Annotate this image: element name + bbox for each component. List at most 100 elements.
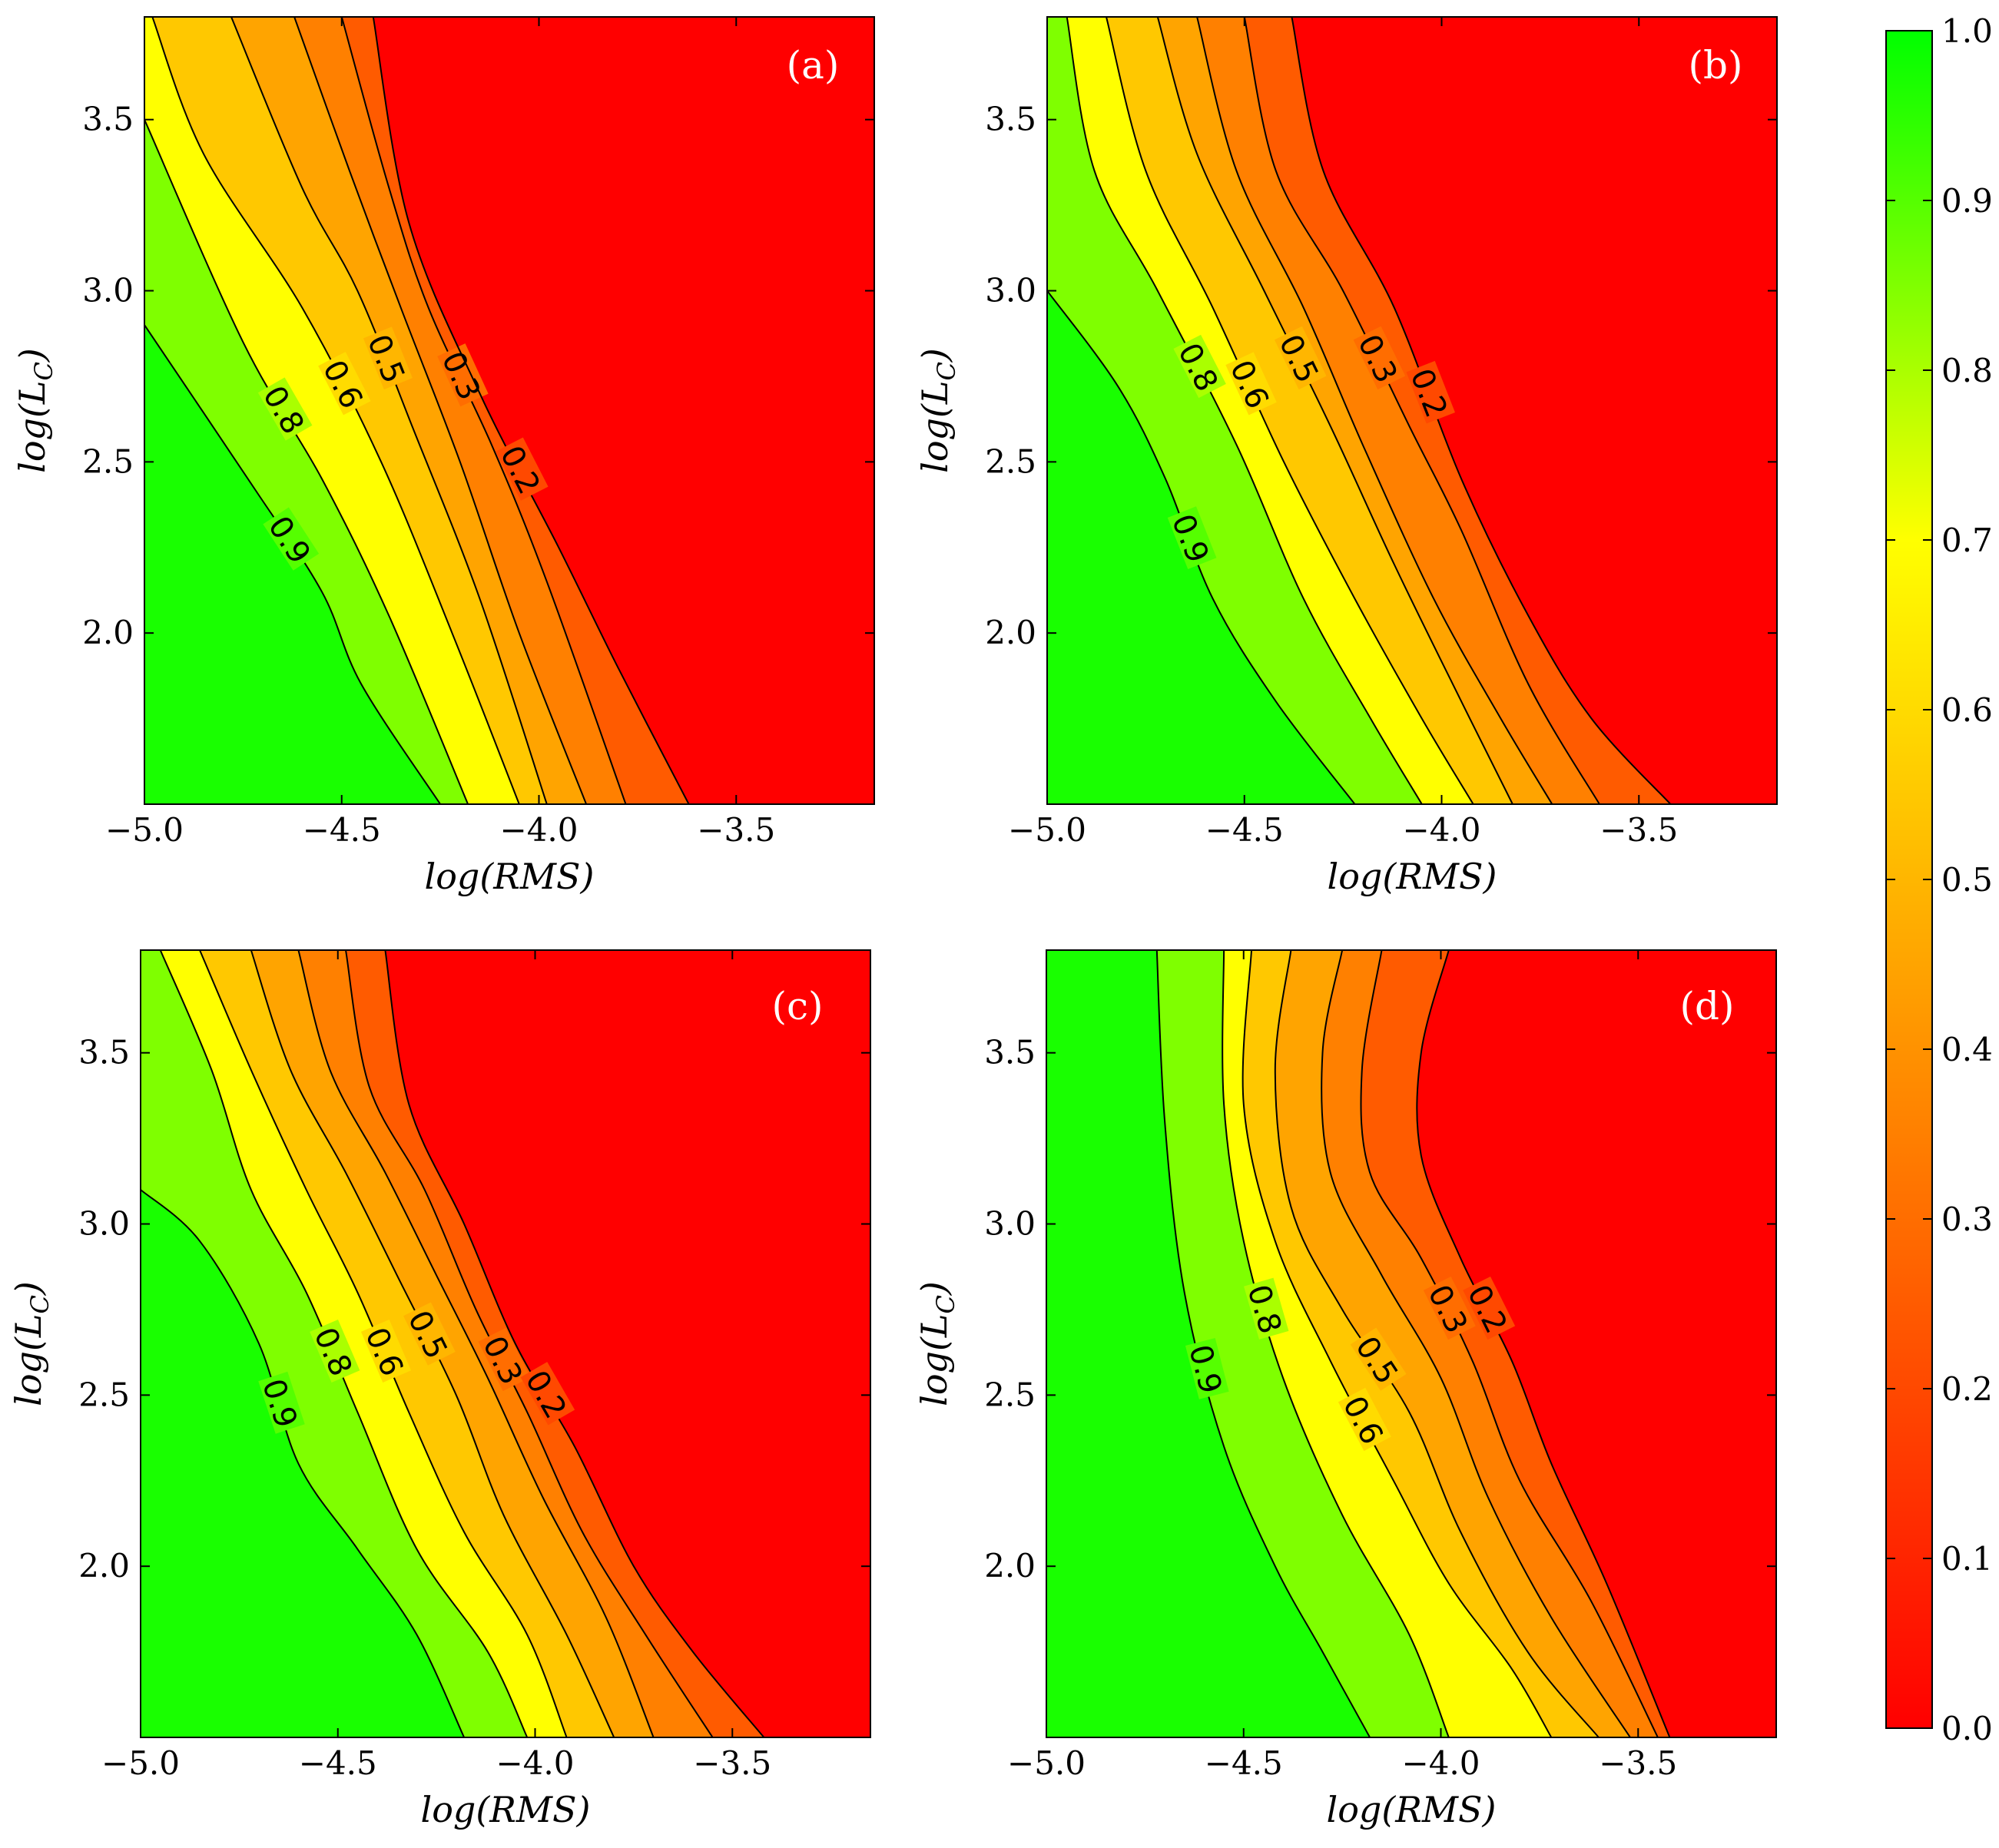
contour-band-0-9 [1047,290,1355,804]
plot-frame [144,16,875,805]
heatmap-field: 0.90.80.60.50.30.2 [1046,950,1776,1737]
panel-b: 0.90.80.60.5 0.30.2 −5.0 −4.5 −4.0 −3.5 2.0 2.5… [914,16,1778,897]
x-tick-label: −4.5 [1205,811,1284,849]
contour-label-bg [257,377,313,441]
contour-label-bg [310,1320,360,1383]
contour-label-bg [1423,1276,1476,1340]
y-axis-label-sub: C [931,1295,960,1313]
y-tick-label: 2.5 [985,442,1036,480]
contour-line-0-8 [1066,17,1423,804]
y-axis-label-var: L [12,381,53,406]
x-tick-label: −4.0 [1403,811,1481,849]
contour-label-bg [258,1371,305,1434]
y-axis-label: log(LC) [913,1281,960,1406]
panel-tag-b: (b) [1688,43,1742,88]
y-axis-label-base: log( [914,403,956,473]
y-tick-label: 2.0 [985,614,1036,651]
colorbar-tick-label: 0.7 [1941,522,1993,559]
colorbar-tick-label: 0.4 [1941,1031,1993,1068]
x-tick-label: −3.5 [1600,811,1678,849]
colorbar-tick-label: 0.6 [1941,691,1993,729]
y-tick-label: 3.5 [78,1034,130,1071]
plot-frame [1046,16,1778,805]
contour-label-bg [1173,334,1226,399]
x-axis-label: log(RMS) [1328,856,1497,897]
panel-tag-d: (d) [1679,984,1734,1028]
contour-line-0-4 [1196,17,1553,804]
x-tick-label: −5.0 [1007,1744,1086,1782]
plot-frame [1046,949,1777,1738]
colorbar-tick-label: 1.0 [1941,12,1993,50]
contour-label-bg [437,343,489,407]
y-axis-label-var: L [8,1314,49,1339]
contour-label-bg [263,507,320,571]
colorbar-tick-label: 0.5 [1941,861,1993,899]
x-axis-label: log(RMS) [1327,1789,1497,1830]
x-axis-label: log(RMS) [421,1789,591,1830]
colorbar-tick-label: 0.3 [1941,1201,1993,1238]
y-tick-label: 3.0 [984,1205,1036,1243]
y-tick-label: 2.5 [984,1376,1036,1413]
contour-band-0-9 [141,1190,465,1737]
y-axis-label-base: log( [12,403,53,473]
contour-line-0-8 [144,119,469,804]
y-tick-label: 3.5 [985,101,1036,138]
y-tick-label: 3.0 [78,1205,130,1243]
x-axis-label: log(RMS) [425,856,595,897]
y-tick-label: 2.5 [82,442,134,480]
y-axis-label-sub: C [29,362,58,380]
y-axis-label: log(LC) [12,348,58,473]
panel-tag-a: (a) [787,43,840,88]
x-tick-label: −4.5 [1205,1744,1283,1782]
y-axis-label-var: L [913,1314,955,1339]
y-tick-label: 2.0 [78,1547,130,1585]
contour-label-bg [1274,326,1327,390]
contour-label-bg [1244,1277,1289,1340]
y-tick-label: 3.5 [82,101,134,138]
colorbar-tick-label: 0.8 [1941,352,1993,389]
contour-line-0-4 [293,17,588,804]
contour-label-bg [360,1320,412,1383]
contour-line-0-9 [144,324,441,804]
contour-label-bg [496,437,549,501]
contour-line-0-5 [1156,17,1513,804]
x-tick-label: −4.5 [303,811,381,849]
contour-label-bg [1350,1327,1407,1391]
contour-line-0-2 [1291,17,1672,804]
y-axis-label-close: ) [913,1281,955,1296]
y-axis-label-base: log( [8,1336,49,1406]
y-tick-label: 2.0 [984,1547,1036,1585]
contour-line-0-8 [1222,950,1450,1737]
y-axis-label-var: L [914,381,956,406]
contour-line-0-6 [1106,17,1474,804]
contour-line-0-4 [297,950,655,1737]
x-tick-label: −4.0 [1402,1744,1480,1782]
x-tick-label: −5.0 [101,1744,180,1782]
x-tick-label: −4.5 [299,1744,377,1782]
plot-area: 0.90.80.60.50.30.2 −5.0 −4.5 −4.0 −3.5 2.0 2.5… [913,949,1777,1830]
y-axis-label: log(LC) [914,348,961,473]
contour-label-bg [1406,360,1455,424]
contour-line-0-9 [141,1189,466,1737]
plot-frame [140,949,871,1738]
colorbar-ticks: 0.0 0.1 0.2 0.3 0.4 0.5 0.6 0.7 0.8 0.9 1.0 [1886,12,1993,1747]
contour-label-bg [520,1362,575,1426]
colorbar-tick-label: 0.1 [1941,1540,1993,1578]
contour-band-0-9 [1046,950,1371,1737]
x-tick-label: −3.5 [1599,1744,1677,1782]
x-tick-label: −5.0 [105,811,184,849]
y-axis-label-base: log( [913,1336,955,1406]
contour-label-bg [1225,352,1277,416]
contour-label-bg [1353,326,1406,390]
x-tick-label: −4.0 [500,811,578,849]
contour-label-bg [1185,1338,1229,1399]
colorbar-tick-label: 0.0 [1941,1710,1993,1747]
panel-tag-c: (c) [771,984,823,1028]
panel-d: 0.90.80.60.50.30.2 −5.0 −4.5 −4.0 −3.5 2.0 2.5… [913,949,1777,1830]
